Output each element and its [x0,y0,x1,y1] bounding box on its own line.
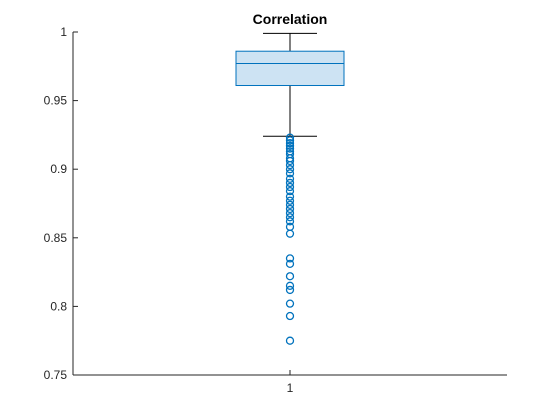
y-tick-label: 0.8 [50,299,67,313]
outlier-point [285,182,295,192]
outlier-point [285,311,295,321]
outlier-point [285,187,295,196]
outlier-point [285,299,295,308]
outlier-point [285,254,295,263]
x-tick-label: 1 [287,381,294,395]
outlier-point [285,229,295,238]
outlier-point [285,144,295,153]
y-tick-label: 0.75 [44,368,68,382]
outlier-point [285,272,295,281]
outlier-point [285,200,295,210]
y-tick-label: 1 [60,25,67,39]
y-tick-label: 0.85 [44,231,68,245]
outlier-point [285,208,295,218]
outlier-point [285,141,295,151]
outlier-point [285,133,295,142]
outlier-point [285,160,295,170]
outlier-point [285,169,295,178]
outlier-point [285,217,295,226]
outlier-point [285,196,295,205]
outlier-point [285,204,295,214]
outlier-point [285,178,295,188]
outlier-point [285,336,295,345]
interquartile-box [235,50,345,87]
outlier-point [285,285,295,295]
outlier-point [285,192,295,201]
y-tick-label: 0.95 [44,94,68,108]
outlier-point [285,259,295,269]
outlier-point [285,136,295,145]
outlier-point [285,138,295,148]
outlier-point [285,281,295,290]
y-tick-label: 0.9 [50,162,67,176]
axes: 0.75 0.8 0.85 0.9 0.95 1 1 [44,25,507,395]
outlier-point [285,174,295,183]
chart-title: Correlation [253,11,328,27]
outlier-point [285,213,295,222]
outlier-point [285,165,295,174]
plot-area [235,32,345,345]
outlier-point [285,156,295,166]
